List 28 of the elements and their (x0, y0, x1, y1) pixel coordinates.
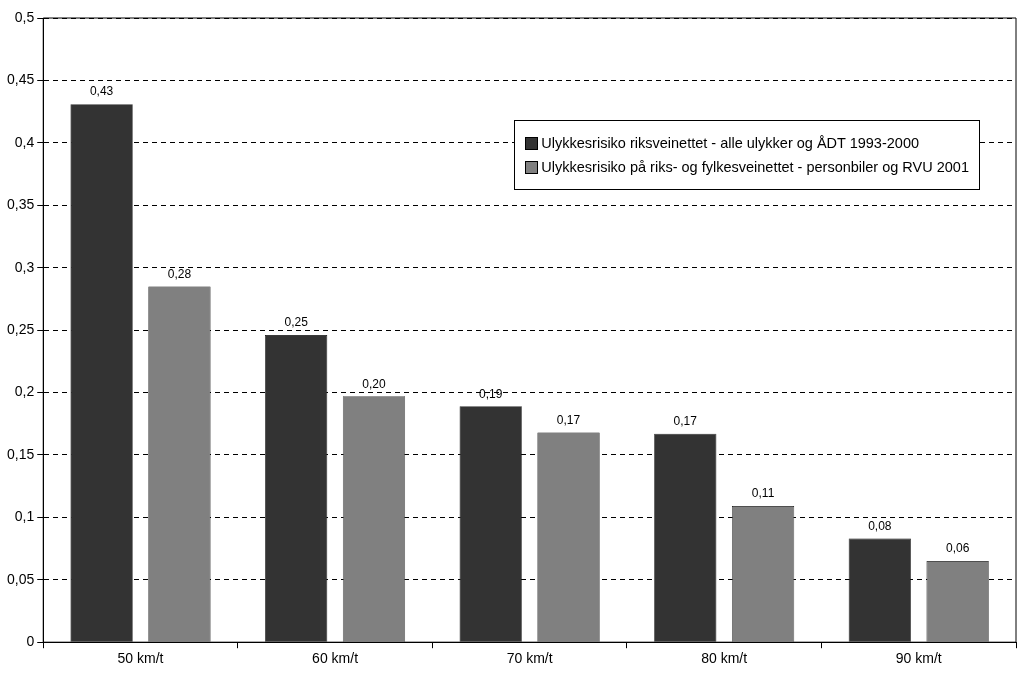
x-tick-label: 60 km/t (312, 650, 359, 667)
legend-label: Ulykkesrisiko riksveinettet - alle ulykker og ÅDT 1993-2000 (541, 135, 920, 151)
legend-label: Ulykkesrisiko på riks- og fylkesveinettet - personbiler og RVU 2001 (541, 159, 969, 175)
y-tick-label: 0,1 (14, 508, 35, 525)
data-label: 0,17 (556, 412, 581, 427)
x-tick-label: 90 km/t (895, 650, 942, 667)
y-tick-label: 0,2 (14, 383, 35, 400)
data-label: 0,19 (479, 386, 503, 401)
y-tick-label: 0,5 (14, 8, 35, 25)
data-label: 0,11 (751, 486, 775, 501)
y-tick-label: 0 (26, 633, 35, 650)
x-tick-label: 80 km/t (701, 650, 748, 667)
data-label: 0,43 (89, 84, 114, 99)
data-label: 0,17 (673, 414, 698, 429)
data-label: 0,28 (167, 266, 192, 281)
data-label: 0,06 (945, 541, 970, 556)
y-tick-label: 0,3 (14, 258, 35, 275)
x-tick-label: 50 km/t (117, 650, 164, 667)
y-tick-label: 0,25 (7, 320, 35, 337)
y-tick-label: 0,35 (7, 196, 35, 213)
data-label: 0,08 (868, 518, 892, 533)
data-label: 0,25 (284, 315, 309, 330)
y-tick-label: 0,45 (7, 71, 35, 88)
y-tick-label: 0,05 (7, 570, 35, 587)
data-label: 0,20 (362, 376, 386, 391)
y-tick-label: 0,4 (14, 133, 35, 150)
y-tick-label: 0,15 (7, 445, 35, 462)
x-tick-label: 70 km/t (506, 650, 553, 667)
